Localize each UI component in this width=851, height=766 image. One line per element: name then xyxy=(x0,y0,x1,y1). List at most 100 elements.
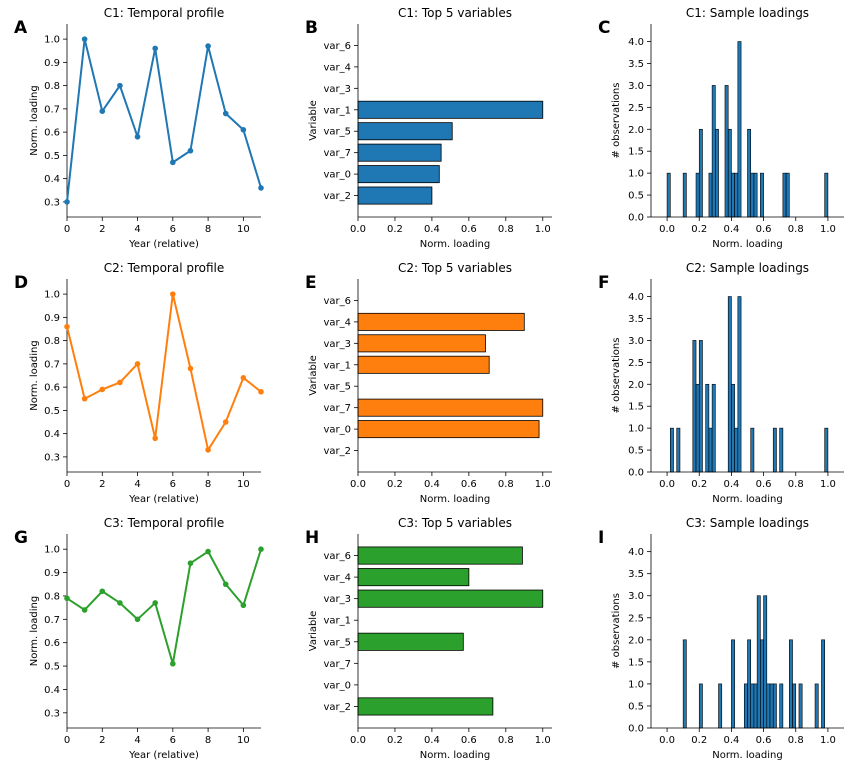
y-axis-label: Variable xyxy=(308,100,319,141)
panel-a: A C1: Temporal profile 0 2 4 6 8 10 0.3 0.4 0.5 0.6… xyxy=(14,6,264,250)
panel-c: C C1: Sample loadings 0.0 0.2 0.4 0.6 0.8 1.0 0.… xyxy=(598,6,844,250)
histogram-bar xyxy=(760,639,764,729)
x-axis-label: Norm. loading xyxy=(712,494,782,505)
panel-letter: A xyxy=(14,18,28,38)
data-point xyxy=(64,323,70,330)
y-tick-label: 1.0 xyxy=(628,169,644,180)
y-tick-label: 0.6 xyxy=(44,638,60,649)
histogram-bar xyxy=(698,683,703,729)
y-tick-label: var_3 xyxy=(323,84,351,95)
panel-title: C1: Sample loadings xyxy=(686,6,809,20)
x-tick-label: 0.8 xyxy=(498,224,514,235)
histogram-bar xyxy=(692,340,697,473)
histogram-bar xyxy=(779,427,784,473)
y-tick-label: 0.8 xyxy=(44,591,60,602)
y-tick-label: var_7 xyxy=(323,403,351,414)
y-tick-label: var_6 xyxy=(323,41,351,52)
histogram-bar xyxy=(779,683,784,729)
x-tick-label: 0.8 xyxy=(498,479,514,490)
y-tick-label: 0.7 xyxy=(44,359,60,370)
y-tick-label: 0.9 xyxy=(44,313,60,324)
y-tick-label: var_5 xyxy=(323,127,351,138)
y-tick-label: 3.5 xyxy=(628,314,644,325)
histogram-bar xyxy=(695,383,700,473)
y-tick-label: 0.6 xyxy=(44,383,60,394)
x-tick-label: 0.8 xyxy=(788,735,804,746)
y-tick-label: 2.0 xyxy=(628,380,644,391)
y-tick-label: var_0 xyxy=(323,170,351,181)
data-point xyxy=(240,127,247,133)
y-axis-label: # observations xyxy=(611,83,622,159)
histogram-bar xyxy=(763,595,768,729)
y-tick-label: 3.5 xyxy=(628,59,644,70)
y-tick-label: 0.9 xyxy=(44,58,60,69)
y-tick-label: 0.8 xyxy=(44,81,60,92)
x-tick-label: 0.6 xyxy=(756,479,772,490)
y-tick-label: 3.0 xyxy=(628,591,644,602)
bar xyxy=(357,312,525,331)
data-point xyxy=(152,45,158,52)
y-axis-label: Variable xyxy=(308,355,319,396)
x-tick-label: 0 xyxy=(64,735,70,746)
x-tick-label: 1.0 xyxy=(535,224,551,235)
y-tick-label: 2.0 xyxy=(628,125,644,136)
x-tick-label: 2 xyxy=(99,224,105,235)
x-tick-label: 8 xyxy=(205,735,211,746)
panel-g: G C3: Temporal profile 0 2 4 6 8 10 0.3 0.4 0.5 0.6… xyxy=(14,516,264,761)
y-tick-label: 2.5 xyxy=(628,358,644,369)
y-tick-label: 0.7 xyxy=(44,104,60,115)
bar xyxy=(357,697,494,716)
panel-title: C3: Temporal profile xyxy=(104,516,225,530)
histogram-bar xyxy=(708,427,713,473)
x-tick-label: 0.6 xyxy=(461,224,477,235)
data-point xyxy=(64,595,70,602)
panel-e: E C2: Top 5 variables var_6 var_4 var_3 var_1… xyxy=(305,261,552,505)
bar xyxy=(357,143,442,162)
histogram-bar xyxy=(789,639,793,729)
x-tick-label: 0 xyxy=(64,224,70,235)
y-tick-label: 0.8 xyxy=(44,336,60,347)
x-tick-label: 0.4 xyxy=(723,224,739,235)
data-point xyxy=(99,386,106,393)
y-tick-label: var_4 xyxy=(323,317,351,328)
histogram-bar xyxy=(727,296,732,473)
data-point xyxy=(152,600,158,606)
series-line xyxy=(66,293,262,451)
y-tick-label: var_1 xyxy=(323,616,351,627)
x-tick-label: 0.4 xyxy=(723,735,739,746)
data-point xyxy=(222,581,229,588)
histogram-bar xyxy=(718,683,723,729)
histogram-bar xyxy=(821,639,826,729)
data-point xyxy=(170,291,176,297)
y-tick-label: 3.0 xyxy=(628,81,644,92)
data-point xyxy=(240,602,247,609)
panel-i: I C3: Sample loadings 0.0 0.2 0.4 0.6 0.8 1.0 0.… xyxy=(598,516,844,761)
panel-title: C2: Temporal profile xyxy=(104,261,225,275)
y-tick-label: 0.4 xyxy=(44,174,60,185)
x-tick-label: 0.0 xyxy=(659,224,675,235)
y-axis-label: Norm. loading xyxy=(29,85,40,155)
y-tick-label: 1.0 xyxy=(44,35,60,46)
data-point xyxy=(240,375,247,381)
x-tick-label: 0.0 xyxy=(659,479,675,490)
y-tick-label: 0.3 xyxy=(44,708,60,719)
y-tick-label: 0.5 xyxy=(44,406,60,417)
y-tick-label: var_5 xyxy=(323,382,351,393)
y-tick-label: 0.0 xyxy=(628,724,644,735)
x-tick-label: 0.4 xyxy=(723,479,739,490)
data-point xyxy=(258,546,264,552)
x-tick-label: 0.4 xyxy=(424,479,440,490)
histogram-bar xyxy=(695,172,700,218)
panel-title: C1: Temporal profile xyxy=(104,6,225,20)
bar xyxy=(357,186,433,205)
histogram-bar xyxy=(824,427,829,473)
x-tick-label: 0.4 xyxy=(424,224,440,235)
y-tick-label: 0.4 xyxy=(44,429,60,440)
data-point xyxy=(134,616,141,623)
histogram-bar xyxy=(772,427,777,473)
data-point xyxy=(134,133,141,140)
x-axis-label: Norm. loading xyxy=(420,239,490,250)
x-tick-label: 8 xyxy=(205,479,211,490)
x-tick-label: 4 xyxy=(134,479,140,490)
y-tick-label: var_4 xyxy=(323,573,351,584)
